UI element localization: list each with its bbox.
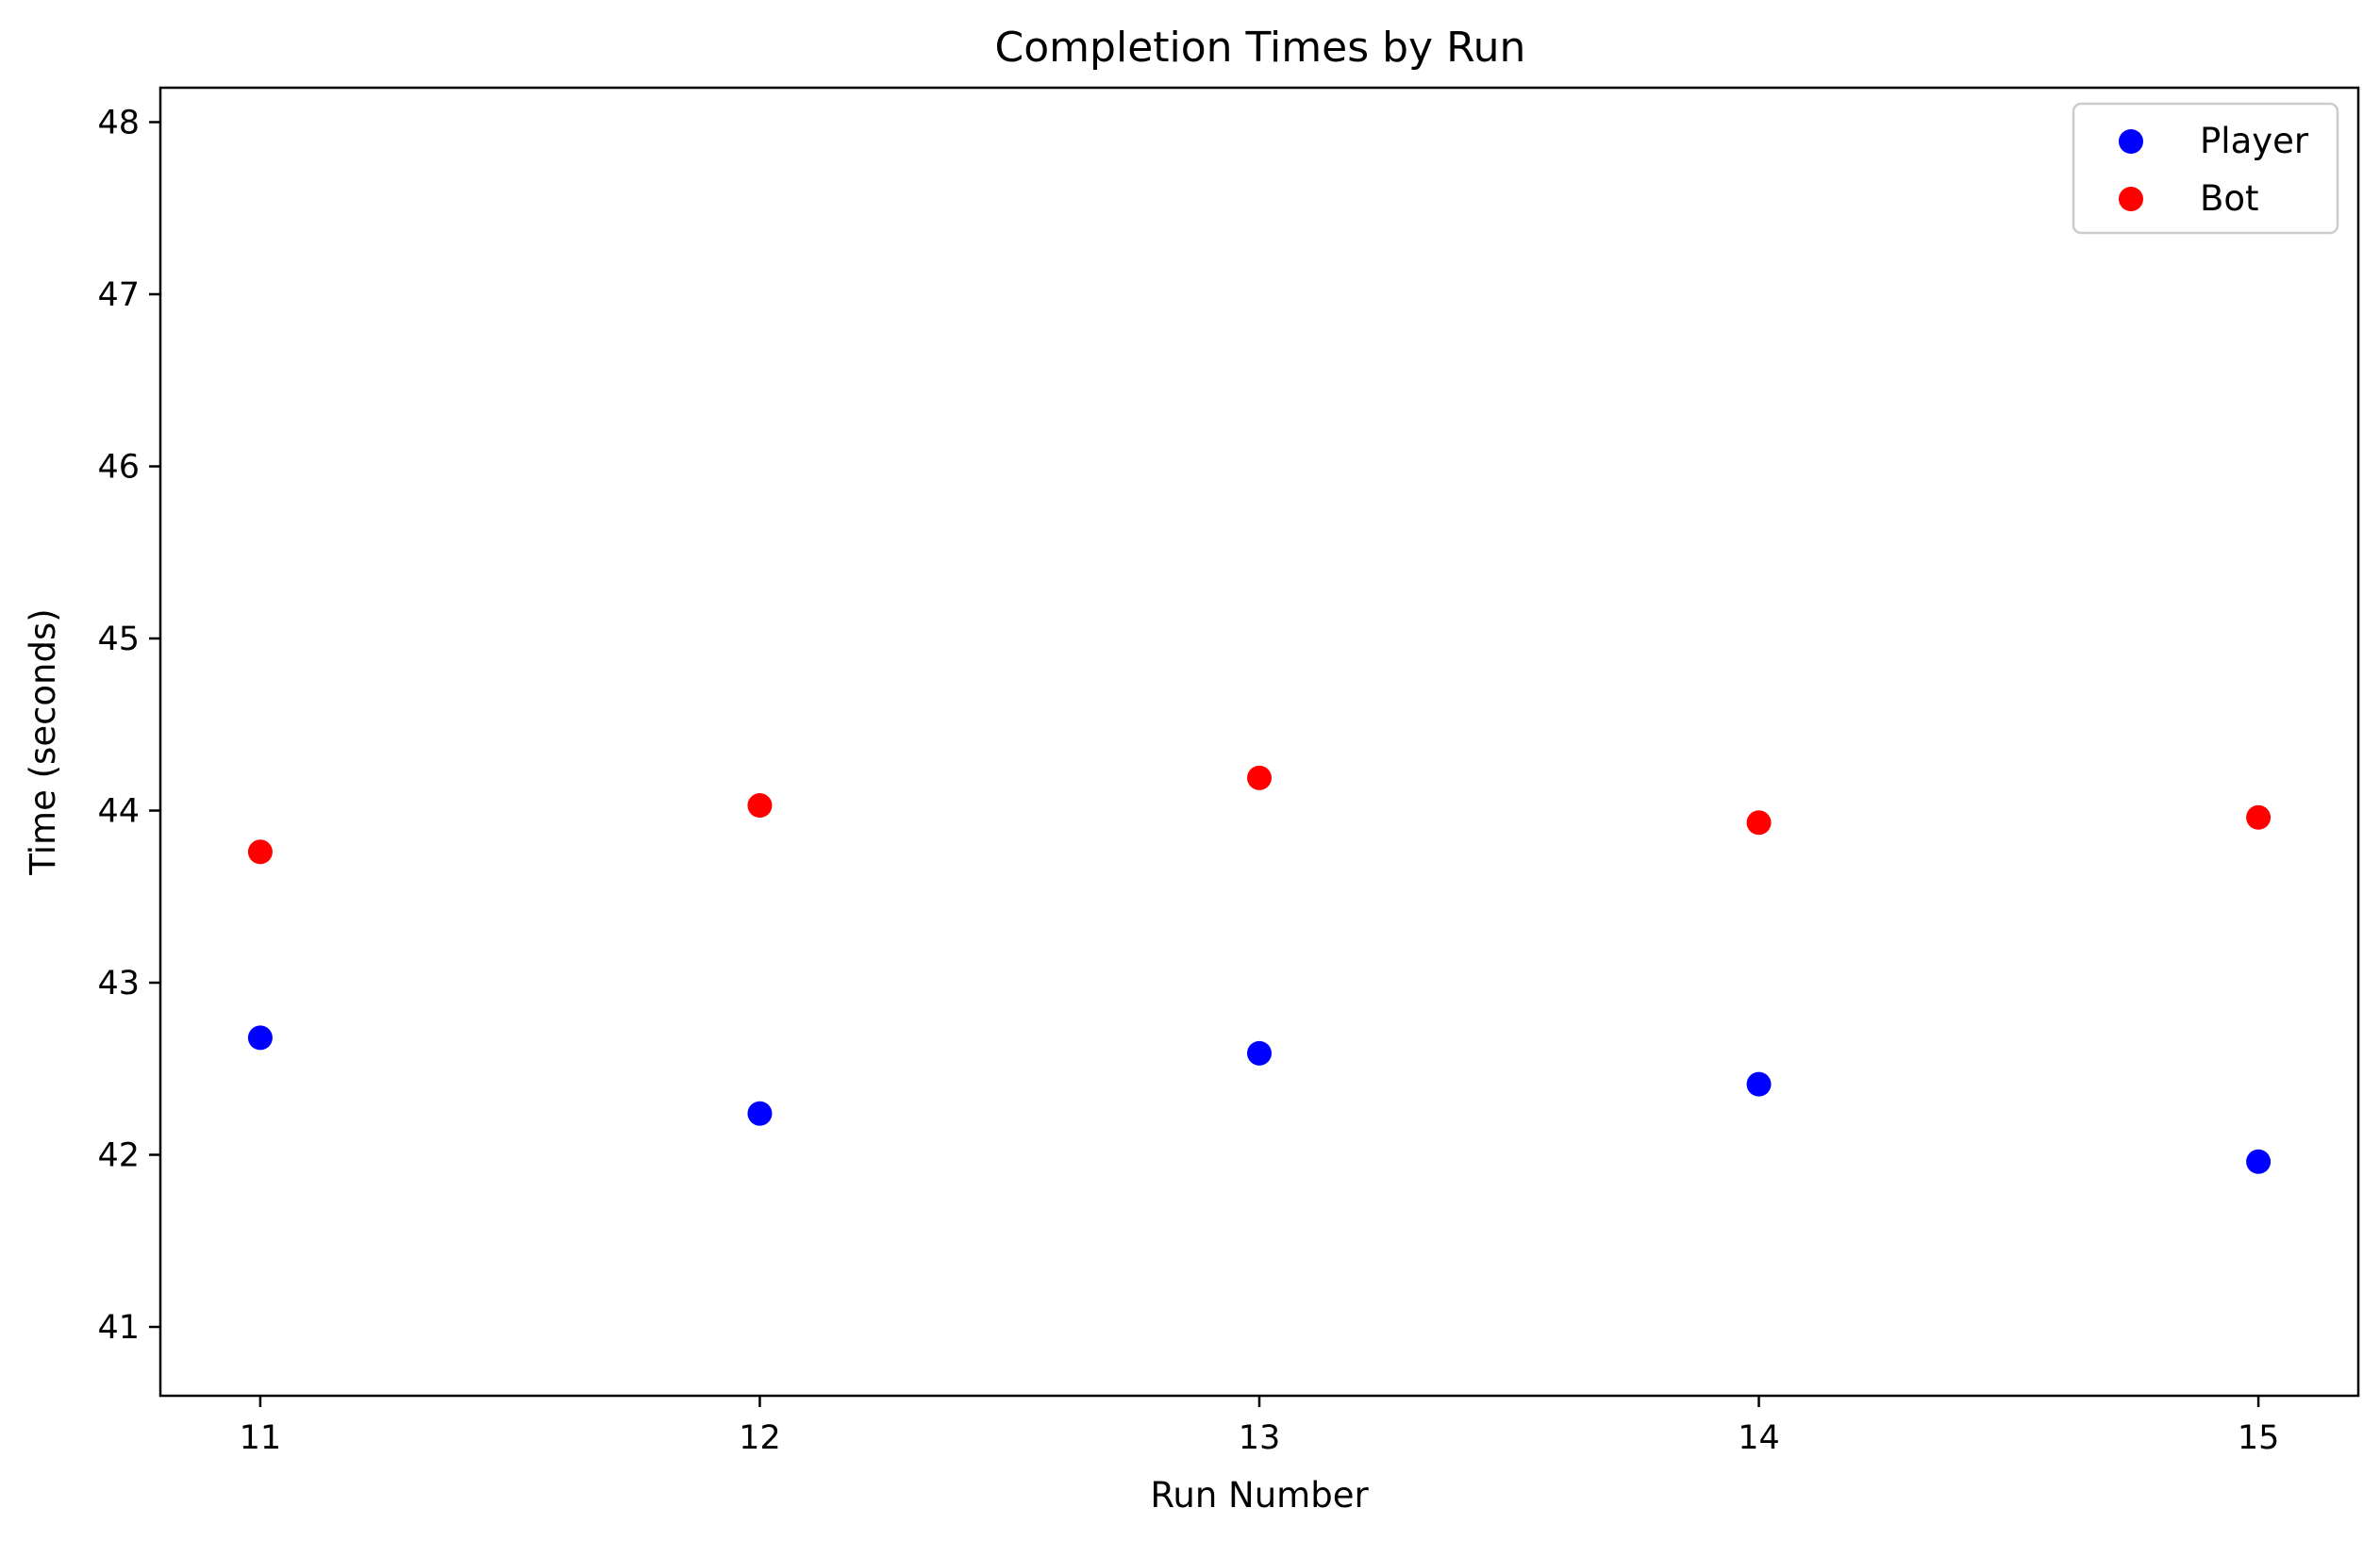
data-point-bot — [747, 793, 773, 819]
x-axis-label: Run Number — [1150, 1475, 1369, 1516]
x-tick-label: 13 — [1239, 1419, 1281, 1457]
legend: Player Bot — [2072, 102, 2339, 235]
y-tick-label: 46 — [97, 449, 140, 487]
plot-area: 41 42 43 44 45 46 47 48 11 12 13 14 15 — [97, 86, 2360, 1457]
legend-label-player: Player — [2200, 121, 2309, 161]
data-point-bot — [1247, 765, 1272, 790]
y-tick-label: 48 — [97, 105, 140, 142]
x-tick-label: 14 — [1738, 1419, 1780, 1457]
data-point-bot — [247, 839, 273, 865]
x-tick-label: 15 — [2238, 1419, 2280, 1457]
data-points — [247, 765, 2272, 1174]
plot-frame — [158, 86, 2360, 1398]
data-point-player — [747, 1101, 773, 1126]
x-axis-ticks: 11 12 13 14 15 — [240, 1396, 2280, 1457]
data-point-player — [247, 1025, 273, 1051]
y-tick-label: 42 — [97, 1137, 140, 1175]
y-axis-label: Time (seconds) — [23, 608, 63, 875]
data-point-player — [2246, 1149, 2272, 1174]
data-point-player — [1746, 1071, 1772, 1097]
data-point-bot — [2246, 804, 2272, 830]
data-point-player — [1247, 1040, 1272, 1066]
x-tick-label: 12 — [739, 1419, 781, 1457]
data-point-bot — [1746, 810, 1772, 836]
y-tick-label: 41 — [97, 1309, 140, 1347]
legend-label-bot: Bot — [2200, 178, 2259, 219]
legend-marker-bot — [2119, 187, 2143, 211]
chart-title: Completion Times by Run — [995, 24, 1526, 72]
legend-marker-player — [2119, 129, 2143, 154]
y-tick-label: 43 — [97, 965, 140, 1002]
x-tick-label: 11 — [240, 1419, 282, 1457]
y-tick-label: 45 — [97, 621, 140, 658]
y-tick-label: 44 — [97, 793, 140, 831]
y-tick-label: 47 — [97, 276, 140, 314]
y-axis-ticks: 41 42 43 44 45 46 47 48 — [97, 105, 160, 1347]
